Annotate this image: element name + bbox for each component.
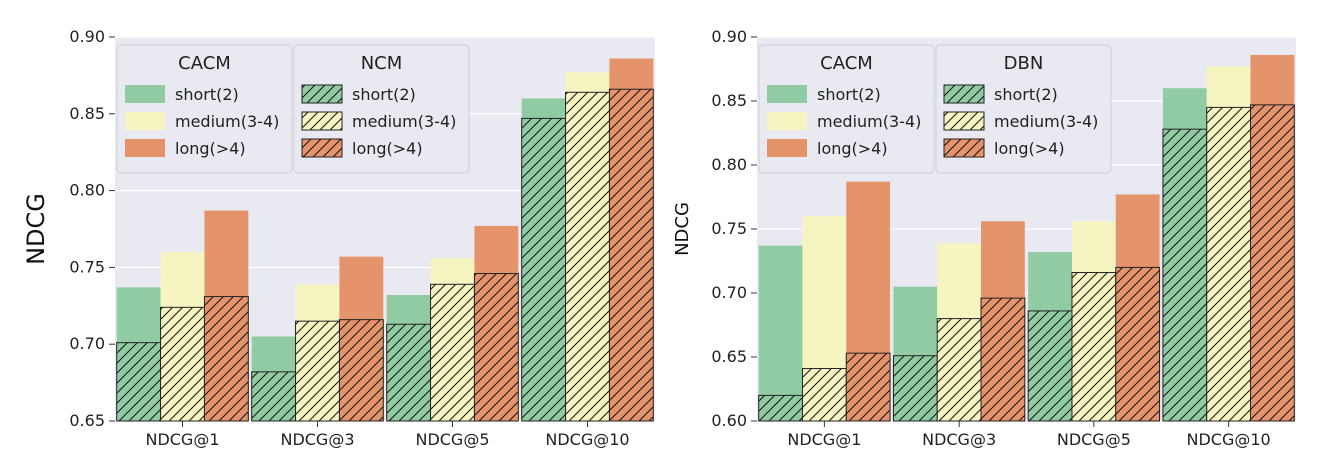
left-legend-cacm: CACM short(2) medium(3-4) long(>4) bbox=[116, 44, 293, 174]
left-legend-swatch-hatch-long bbox=[301, 138, 343, 158]
right-ytick-label: 0.85 bbox=[711, 91, 747, 110]
right-bar-hatch-dbn-long-ndcg-at-3 bbox=[980, 297, 1026, 422]
left-legend-swatch-hatch-medium bbox=[301, 111, 343, 131]
left-xtick-label: NDCG@5 bbox=[415, 430, 489, 449]
left-bar-hatch-ncm-long-ndcg-at-5 bbox=[473, 273, 519, 422]
left-legend-label-long: long(>4) bbox=[175, 139, 246, 158]
right-ytick-label: 0.75 bbox=[711, 219, 747, 238]
left-bar-hatch-ncm-long-ndcg-at-10 bbox=[608, 88, 654, 422]
right-legend-swatch-hatch-short bbox=[943, 84, 985, 104]
left-legend-swatch-long bbox=[125, 139, 165, 157]
right-bar-hatch-dbn-medium-ndcg-at-10 bbox=[1206, 106, 1252, 422]
left-chart-panel: 0.65 0.70 0.75 0.80 0.85 0.90 NDCG NDCG@1 NDCG@3… bbox=[22, 27, 655, 449]
left-legend-label-short: short(2) bbox=[352, 85, 416, 104]
right-bar-hatch-dbn-short-ndcg-at-1 bbox=[758, 394, 803, 422]
left-bar-hatch-ncm-short-ndcg-at-5 bbox=[386, 323, 432, 422]
left-bar-hatch-ncm-short-ndcg-at-10 bbox=[521, 117, 567, 422]
right-chart-panel: 0.60 0.65 0.70 0.75 0.80 0.85 0.90 NDCG NDCG@1 ND… bbox=[672, 27, 1296, 449]
left-bar-hatch-ncm-long-ndcg-at-1 bbox=[203, 296, 249, 422]
left-ytick-label: 0.90 bbox=[69, 27, 105, 46]
left-y-axis-label: NDCG bbox=[22, 193, 50, 265]
right-ytick-label: 0.65 bbox=[711, 347, 747, 366]
right-legend-label-medium: medium(3-4) bbox=[994, 112, 1098, 131]
right-bar-hatch-dbn-long-ndcg-at-1 bbox=[845, 352, 891, 422]
right-bar-hatch-dbn-medium-ndcg-at-1 bbox=[801, 368, 847, 422]
left-legend-label-medium: medium(3-4) bbox=[352, 112, 456, 131]
left-bar-hatch-ncm-long-ndcg-at-3 bbox=[338, 319, 384, 422]
left-ytick-label: 0.70 bbox=[69, 334, 105, 353]
left-xtick-label: NDCG@10 bbox=[545, 430, 629, 449]
right-legend-dbn: DBN short(2) medium(3-4) long(>4) bbox=[935, 44, 1112, 174]
left-legend-ncm: NCM short(2) medium(3-4) long(>4) bbox=[293, 44, 470, 174]
right-legend-swatch-long bbox=[767, 139, 807, 157]
right-legend-cacm: CACM short(2) medium(3-4) long(>4) bbox=[758, 44, 935, 174]
right-legend-swatch-hatch-medium bbox=[943, 111, 985, 131]
left-legend-swatch-short bbox=[125, 85, 165, 103]
left-legend-label-medium: medium(3-4) bbox=[175, 112, 279, 131]
right-bar-hatch-dbn-short-ndcg-at-5 bbox=[1027, 310, 1073, 422]
right-bar-hatch-dbn-short-ndcg-at-10 bbox=[1162, 128, 1208, 422]
right-legend-swatch-medium bbox=[767, 112, 807, 130]
left-legend-title: CACM bbox=[178, 53, 231, 74]
right-ytick-label: 0.60 bbox=[711, 411, 747, 430]
right-bar-hatch-dbn-medium-ndcg-at-3 bbox=[936, 318, 982, 422]
right-bar-hatch-dbn-long-ndcg-at-5 bbox=[1115, 266, 1161, 422]
right-legend-label-long: long(>4) bbox=[817, 139, 888, 158]
right-xtick-label: NDCG@5 bbox=[1057, 430, 1131, 449]
right-ytick-label: 0.90 bbox=[711, 27, 747, 46]
right-y-axis-label: NDCG bbox=[672, 202, 693, 256]
left-legend-label-long: long(>4) bbox=[352, 139, 423, 158]
right-ytick-label: 0.70 bbox=[711, 283, 747, 302]
right-legend-swatch-hatch-long bbox=[943, 138, 985, 158]
right-xtick-label: NDCG@10 bbox=[1187, 430, 1271, 449]
right-ytick-label: 0.80 bbox=[711, 155, 747, 174]
left-ytick-label: 0.75 bbox=[69, 257, 105, 276]
left-xtick-label: NDCG@1 bbox=[145, 430, 219, 449]
left-legend-swatch-medium bbox=[125, 112, 165, 130]
right-legend-label-long: long(>4) bbox=[994, 139, 1065, 158]
right-legend-label-short: short(2) bbox=[817, 85, 881, 104]
left-legend-label-short: short(2) bbox=[175, 85, 239, 104]
left-ytick-label: 0.80 bbox=[69, 181, 105, 200]
left-xtick-label: NDCG@3 bbox=[280, 430, 354, 449]
right-xtick-label: NDCG@1 bbox=[787, 430, 861, 449]
right-bar-cacm-short-ndcg-at-1 bbox=[758, 245, 803, 421]
left-bar-hatch-ncm-medium-ndcg-at-1 bbox=[160, 306, 205, 422]
left-bar-hatch-ncm-medium-ndcg-at-5 bbox=[430, 283, 475, 422]
right-bar-hatch-dbn-medium-ndcg-at-5 bbox=[1071, 272, 1117, 422]
right-bar-hatch-dbn-long-ndcg-at-10 bbox=[1250, 104, 1295, 422]
right-legend-title: CACM bbox=[820, 53, 873, 74]
left-legend-title: NCM bbox=[361, 53, 403, 74]
right-legend-swatch-short bbox=[767, 85, 807, 103]
left-ytick-label: 0.85 bbox=[69, 104, 105, 123]
left-bar-hatch-ncm-medium-ndcg-at-3 bbox=[295, 320, 340, 422]
right-legend-title: DBN bbox=[1004, 53, 1044, 74]
left-ytick-label: 0.65 bbox=[69, 411, 105, 430]
left-legend-swatch-hatch-short bbox=[301, 84, 343, 104]
left-bar-hatch-ncm-short-ndcg-at-3 bbox=[251, 371, 297, 422]
right-legend-label-short: short(2) bbox=[994, 85, 1058, 104]
right-bar-hatch-dbn-short-ndcg-at-3 bbox=[892, 355, 938, 422]
right-xtick-label: NDCG@3 bbox=[922, 430, 996, 449]
left-bar-hatch-ncm-short-ndcg-at-1 bbox=[116, 342, 162, 422]
left-bar-hatch-ncm-medium-ndcg-at-10 bbox=[565, 91, 610, 422]
right-legend-label-medium: medium(3-4) bbox=[817, 112, 921, 131]
